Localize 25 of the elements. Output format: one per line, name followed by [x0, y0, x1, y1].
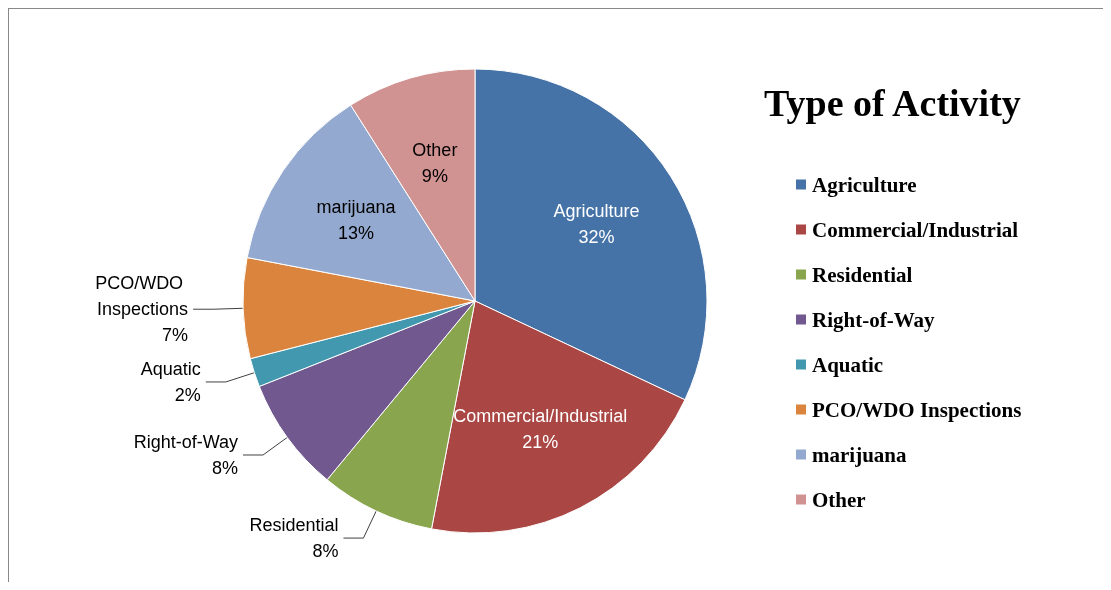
legend-title: Type of Activity	[764, 82, 1021, 124]
data-label: 8%	[212, 458, 239, 478]
legend-label: Aquatic	[812, 352, 884, 377]
legend-label: Residential	[812, 262, 913, 287]
data-label: 9%	[421, 165, 448, 186]
data-label: 2%	[174, 384, 201, 405]
slice-label: Agriculture	[553, 200, 640, 221]
slice-label: Residential	[249, 515, 339, 536]
slice-label: Commercial/Industrial	[453, 406, 628, 427]
legend-label: PCO/WDO Inspections	[812, 397, 1022, 422]
legend-label: marijuana	[812, 442, 907, 467]
slice-label: marijuana	[316, 197, 397, 218]
legend-label: Other	[812, 487, 866, 512]
legend-label: Commercial/Industrial	[812, 217, 1019, 242]
slice-label: Right-of-Way	[133, 432, 239, 452]
data-label: 32%	[578, 226, 615, 247]
slice-label: PCO/WDO Inspections	[95, 273, 189, 320]
slice-label: Aquatic	[140, 358, 201, 379]
data-label: 7%	[162, 325, 189, 346]
legend-label: Agriculture	[812, 172, 917, 197]
slice-label: Other	[412, 139, 458, 160]
legend-label: Right-of-Way	[812, 307, 935, 332]
data-label: 13%	[338, 223, 375, 244]
data-label: 21%	[522, 432, 559, 453]
data-label: 8%	[312, 541, 339, 562]
